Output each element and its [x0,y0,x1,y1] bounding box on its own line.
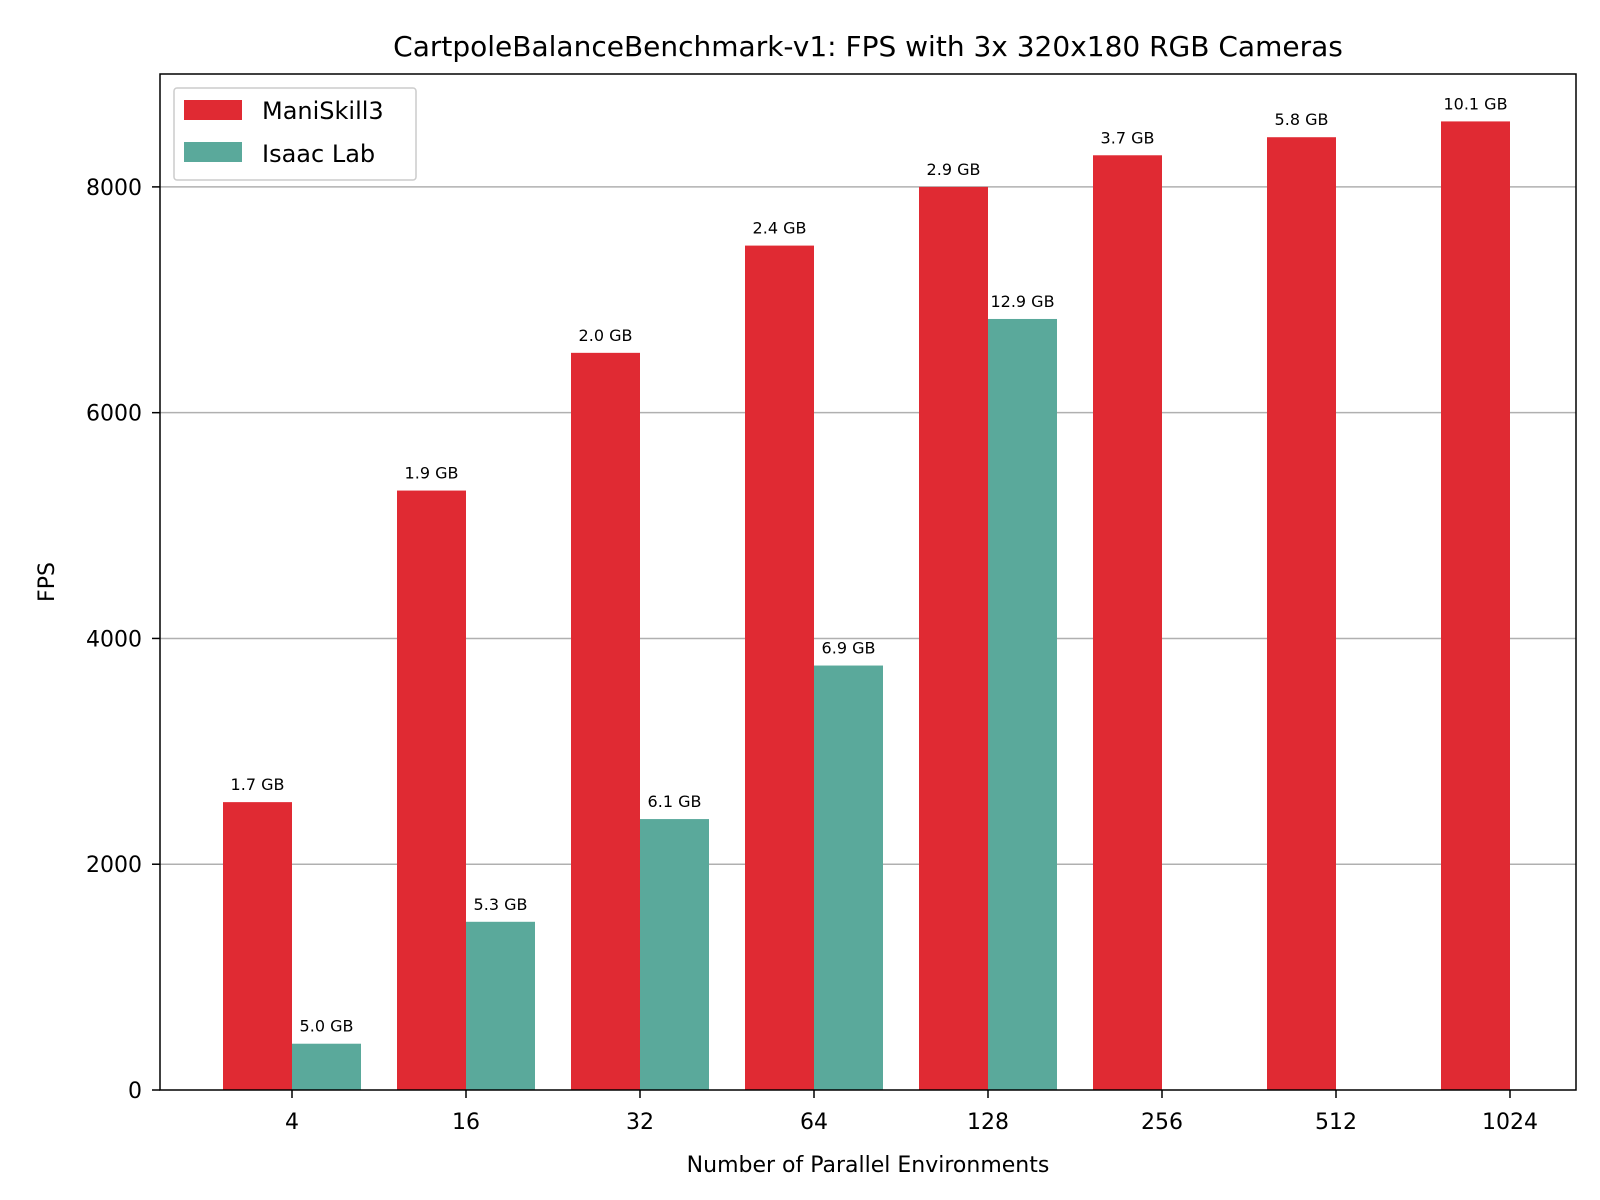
bar-label-maniskill3-128: 2.9 GB [927,160,981,179]
y-axis: 0 2000 4000 6000 8000 [86,176,160,1104]
bar-isaac-lab-16 [466,921,535,1090]
bar-label-maniskill3-4: 1.7 GB [231,775,285,794]
x-tick-label-128: 128 [967,1110,1009,1135]
bar-maniskill3-256 [1093,155,1162,1090]
x-tick-label-256: 256 [1141,1110,1183,1135]
bar-maniskill3-1024 [1441,121,1510,1090]
bar-maniskill3-4 [223,802,292,1090]
legend: ManiSkill3 Isaac Lab [173,87,417,181]
legend-label-isaac-lab: Isaac Lab [262,140,375,168]
bar-label-isaac-lab-16: 5.3 GB [474,895,528,914]
bar-isaac-lab-32 [640,819,709,1090]
bar-label-maniskill3-256: 3.7 GB [1101,128,1155,147]
bar-label-maniskill3-32: 2.0 GB [579,326,633,345]
x-axis-label: Number of Parallel Environments [687,1153,1050,1178]
bar-label-maniskill3-64: 2.4 GB [753,219,807,238]
x-tick-label-16: 16 [452,1110,480,1135]
bar-labels: 1.7 GB 1.9 GB 2.0 GB 2.4 GB 2.9 GB 3.7 GB 5.8 … [231,94,1508,1035]
bar-label-maniskill3-1024: 10.1 GB [1443,94,1507,113]
bar-isaac-lab-4 [292,1043,361,1090]
bar-maniskill3-512 [1267,137,1336,1090]
bar-label-maniskill3-512: 5.8 GB [1275,110,1329,129]
y-tick-label-0: 0 [128,1079,142,1104]
legend-swatch-maniskill3 [184,100,242,120]
x-axis: 4 16 32 64 128 256 512 1024 [285,1090,1538,1135]
plot-frame [159,73,1577,1091]
x-tick-label-1024: 1024 [1482,1110,1538,1135]
bar-label-isaac-lab-128: 12.9 GB [990,292,1054,311]
y-tick-label-8000: 8000 [86,176,142,201]
bars [223,121,1510,1091]
bar-label-isaac-lab-4: 5.0 GB [300,1017,354,1036]
x-tick-label-64: 64 [800,1110,828,1135]
bar-isaac-lab-128 [988,318,1057,1091]
x-tick-label-512: 512 [1315,1110,1357,1135]
legend-swatch-isaac-lab [184,142,242,162]
bar-label-isaac-lab-32: 6.1 GB [648,792,702,811]
x-tick-label-32: 32 [626,1110,654,1135]
x-tick-label-4: 4 [285,1110,299,1135]
y-axis-label: FPS [35,562,60,602]
y-tick-label-4000: 4000 [86,627,142,652]
bar-maniskill3-128 [919,186,988,1090]
y-tick-label-6000: 6000 [86,402,142,427]
y-tick-label-2000: 2000 [86,853,142,878]
bar-isaac-lab-64 [814,665,883,1090]
chart-title: CartpoleBalanceBenchmark-v1: FPS with 3x… [393,30,1343,63]
bar-label-maniskill3-16: 1.9 GB [405,464,459,483]
bar-maniskill3-64 [745,245,814,1090]
bar-maniskill3-16 [397,490,466,1090]
bar-maniskill3-32 [571,352,640,1090]
bar-label-isaac-lab-64: 6.9 GB [822,639,876,658]
legend-label-maniskill3: ManiSkill3 [262,97,384,125]
